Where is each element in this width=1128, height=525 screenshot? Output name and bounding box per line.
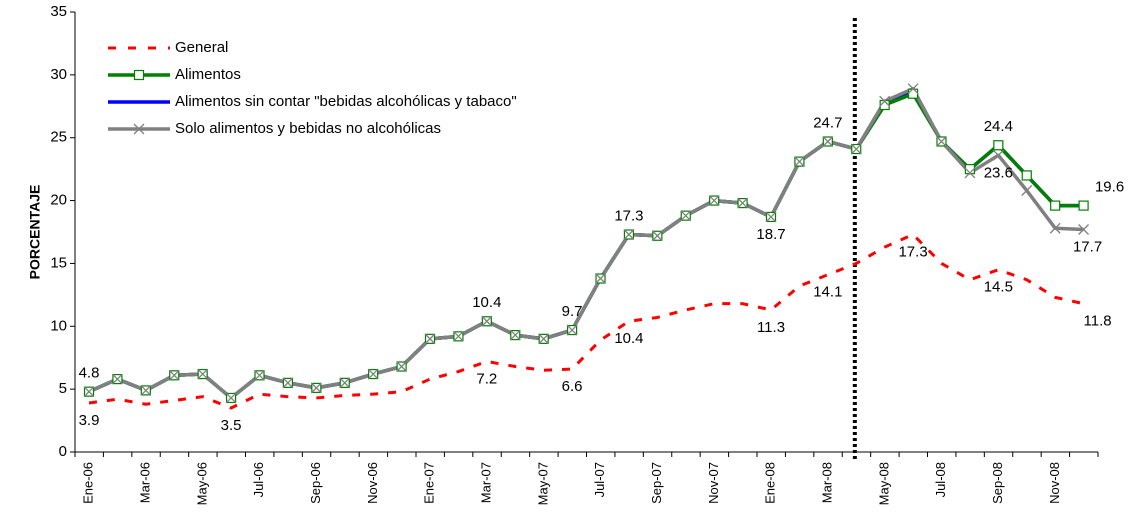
marker [992,149,1004,161]
x-tick-label: Ene-06 [81,462,96,504]
legend-label: Solo alimentos y bebidas no alcohólicas [175,120,441,137]
marker [225,392,237,404]
y-tick-label: 25 [50,129,67,146]
marker [793,156,805,168]
marker [452,330,464,342]
marker [964,167,976,179]
data-label: 9.7 [562,303,583,320]
data-label: 24.7 [813,114,842,131]
y-tick-label: 5 [59,380,67,397]
marker [339,377,351,389]
y-axis-label: PORCENTAJE [27,185,43,280]
marker [1021,185,1033,196]
marker [538,333,550,345]
data-label: 17.3 [614,207,643,224]
y-tick-label: 35 [50,3,67,20]
legend-label: Alimentos sin contar "bebidas alcohólica… [175,93,517,110]
marker [282,377,294,389]
series-line [88,91,1084,400]
data-label: 18.7 [756,226,785,243]
x-tick-label: Nov-07 [706,462,721,504]
marker [765,211,777,223]
y-tick-label: 10 [50,317,67,334]
x-tick-label: Ene-07 [422,462,437,504]
x-tick-label: May-06 [194,462,209,505]
series-line [88,233,1084,410]
marker [907,83,919,95]
x-tick-label: Mar-06 [137,462,152,503]
x-tick-label: Ene-08 [763,462,778,504]
marker [936,136,947,147]
legend-marker [133,69,145,81]
x-tick-label: Mar-07 [478,462,493,503]
marker [1078,200,1089,211]
legend-label: General [175,39,228,56]
marker [879,95,891,107]
marker [140,384,152,396]
marker [509,329,521,341]
data-label: 10.4 [472,294,501,311]
marker [168,369,180,381]
marker [822,136,834,147]
marker [424,333,436,345]
data-label: 23.6 [984,164,1013,181]
data-label: 24.4 [984,118,1013,135]
marker [1049,222,1061,234]
marker [595,273,606,284]
x-tick-label: May-08 [876,462,891,505]
y-tick-label: 15 [50,254,67,271]
data-label: 4.8 [79,365,100,382]
legend-label: Alimentos [175,66,241,83]
marker [1050,200,1061,211]
x-tick-label: Jul-07 [592,462,607,497]
marker [907,88,919,99]
x-tick-label: Sep-07 [649,462,664,504]
x-tick-label: Sep-08 [990,462,1005,504]
x-tick-label: Nov-08 [1047,462,1062,504]
data-label: 19.6 [1095,179,1124,196]
marker [651,230,663,242]
data-label: 6.6 [562,378,583,395]
y-tick-label: 20 [50,192,67,209]
data-label: 11.8 [1084,313,1112,330]
x-tick-label: Sep-06 [308,462,323,504]
marker [566,324,578,336]
data-label: 10.4 [614,330,643,347]
x-tick-label: May-07 [535,462,550,505]
data-label: 11.3 [757,319,785,336]
marker [83,386,95,398]
x-tick-label: Jul-06 [251,462,266,497]
data-label: 7.2 [476,370,497,387]
marker [680,210,692,222]
y-tick-label: 30 [50,66,67,83]
marker [708,195,720,207]
data-label: 17.7 [1073,238,1102,255]
data-label: 14.1 [813,284,842,301]
marker [254,369,265,381]
legend-marker [133,123,145,135]
marker [993,140,1004,151]
marker [197,368,209,380]
series-line [88,89,1084,400]
data-label: 3.9 [79,412,100,429]
x-tick-label: Nov-06 [365,462,380,504]
marker [1021,170,1032,181]
marker [367,368,379,380]
y-tick-label: 0 [59,443,67,460]
x-tick-label: Mar-08 [819,462,834,503]
marker [396,361,408,372]
x-tick-label: Jul-08 [933,462,948,497]
marker [1078,224,1090,235]
marker [737,197,749,209]
data-label: 3.5 [221,417,242,434]
marker [623,229,635,240]
data-label: 17.3 [898,243,927,260]
marker [481,315,493,327]
data-label: 14.5 [984,279,1013,296]
marker [111,373,123,385]
marker [310,382,322,394]
marker [850,143,862,155]
